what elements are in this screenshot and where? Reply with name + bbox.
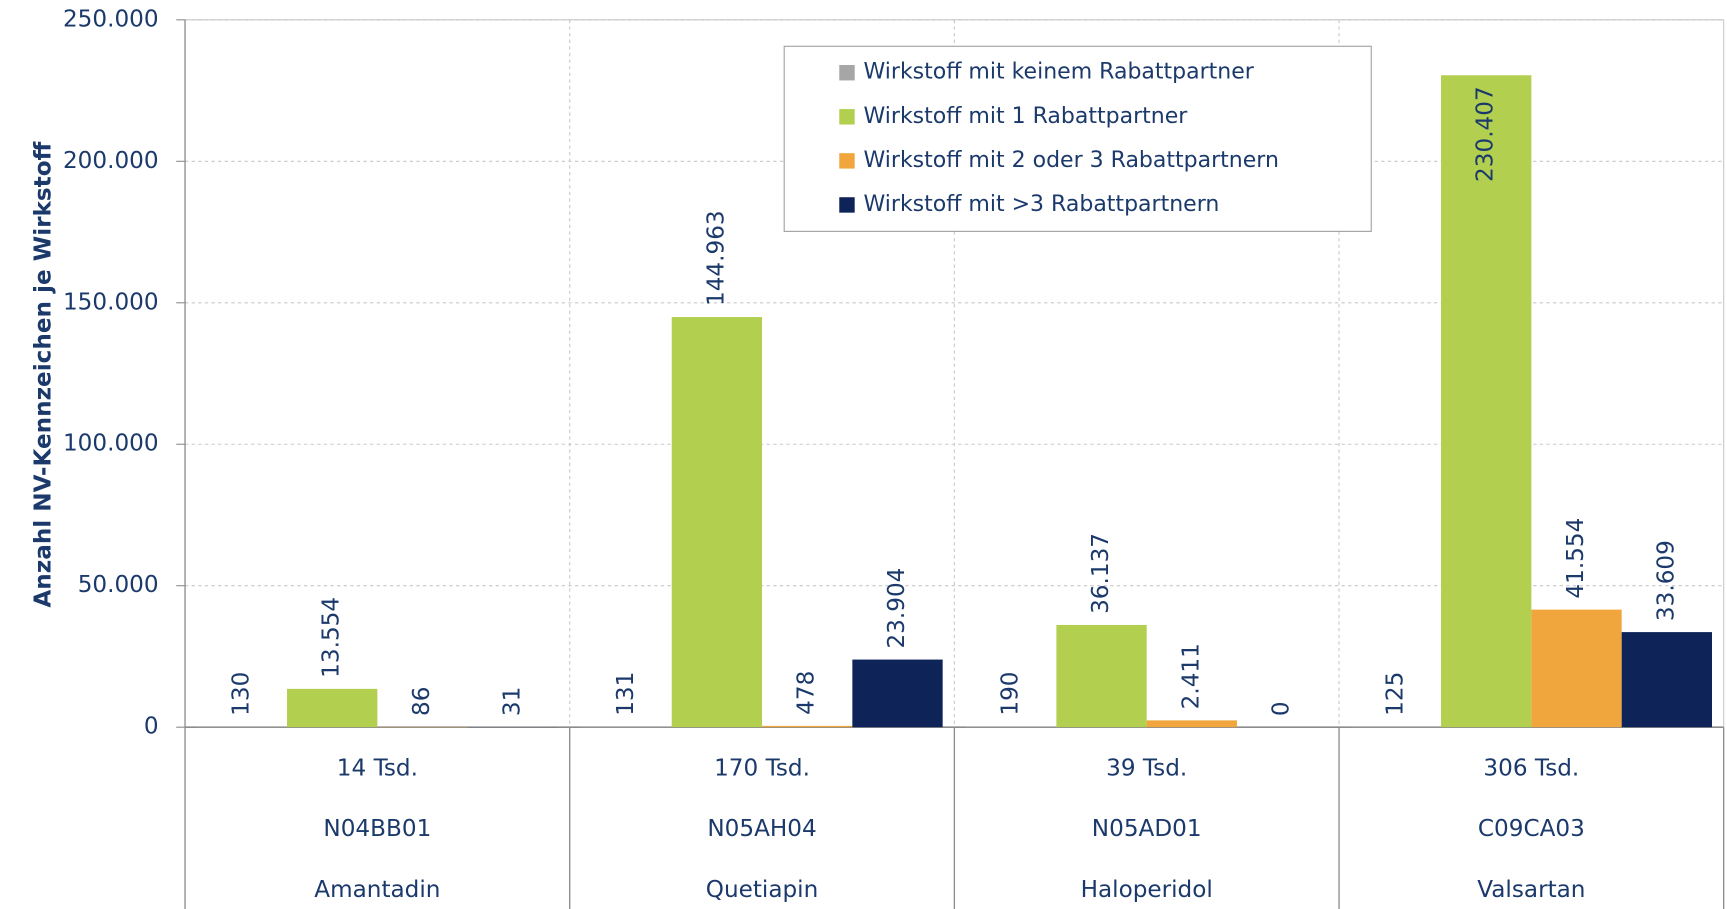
- x-tick-label: Valsartan: [1477, 877, 1585, 903]
- bar: [852, 659, 943, 728]
- y-tick-label: 0: [144, 714, 159, 740]
- y-tick-label: 150.000: [63, 289, 159, 315]
- bar: [671, 317, 763, 728]
- data-label: 31: [499, 687, 525, 716]
- data-label: 13.554: [319, 597, 345, 678]
- category-code: C09CA03: [1478, 816, 1585, 842]
- legend-swatch: [839, 153, 855, 169]
- category-code: N04BB01: [323, 816, 431, 842]
- data-label: 23.904: [884, 568, 910, 649]
- data-label: 478: [794, 671, 820, 715]
- bar: [1146, 720, 1238, 728]
- data-label: 131: [613, 672, 639, 716]
- data-label: 230.407: [1473, 86, 1499, 182]
- category-total: 39 Tsd.: [1106, 756, 1187, 782]
- x-tick-label: Haloperidol: [1081, 877, 1213, 903]
- category-total: 306 Tsd.: [1483, 756, 1579, 782]
- y-tick-label: 100.000: [63, 431, 159, 457]
- y-axis-title: Anzahl NV-Kennzeichen je Wirkstoff: [31, 141, 57, 607]
- data-label: 130: [228, 672, 254, 716]
- bar: [287, 688, 378, 728]
- category-total: 170 Tsd.: [714, 756, 810, 782]
- data-label: 41.554: [1563, 518, 1589, 599]
- data-label: 190: [998, 671, 1024, 715]
- y-tick-label: 250.000: [63, 6, 159, 32]
- data-label: 33.609: [1653, 540, 1679, 621]
- data-label: 2.411: [1178, 643, 1204, 709]
- y-tick-label: 50.000: [78, 572, 159, 598]
- x-tick-label: Quetiapin: [706, 877, 818, 903]
- bar: [1441, 75, 1532, 728]
- x-tick-label: Amantadin: [314, 877, 440, 903]
- category-code: N05AD01: [1092, 816, 1202, 842]
- bar: [966, 726, 1057, 728]
- bar: [762, 725, 853, 728]
- data-label: 86: [409, 686, 435, 715]
- legend-swatch: [839, 109, 855, 125]
- legend-label: Wirkstoff mit keinem Rabattpartner: [864, 60, 1255, 85]
- category-code: N05AH04: [707, 816, 816, 842]
- data-label: 36.137: [1088, 533, 1114, 614]
- bar: [1621, 632, 1712, 728]
- bar: [1531, 609, 1622, 728]
- bar: [1056, 624, 1147, 728]
- legend-box: [783, 45, 1372, 232]
- data-label: 144.963: [703, 210, 729, 306]
- legend-label: Wirkstoff mit 2 oder 3 Rabattpartnern: [864, 148, 1279, 173]
- data-label: 125: [1382, 672, 1408, 716]
- legend-swatch: [839, 65, 855, 81]
- legend-label: Wirkstoff mit >3 Rabattpartnern: [864, 192, 1220, 217]
- data-label: 0: [1269, 701, 1295, 716]
- legend-swatch: [839, 197, 855, 213]
- y-tick-label: 200.000: [63, 148, 159, 174]
- category-total: 14 Tsd.: [337, 756, 418, 782]
- legend-label: Wirkstoff mit 1 Rabattpartner: [864, 104, 1189, 129]
